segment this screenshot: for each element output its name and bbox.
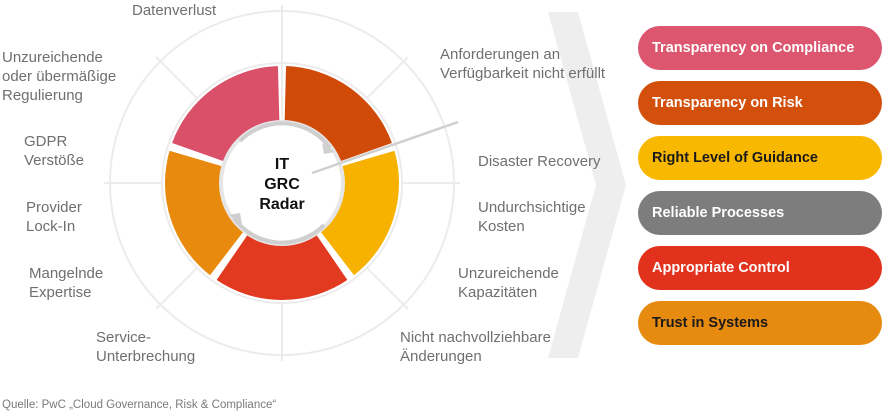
goal-label: Transparency on Compliance: [652, 40, 855, 56]
goal-label: Reliable Processes: [652, 205, 785, 221]
goal-label: Right Level of Guidance: [652, 150, 818, 166]
risk-label-gdpr: GDPR Verstöße: [24, 133, 85, 169]
cycle-arrows-icon: [232, 121, 332, 245]
goal-transparency-risk[interactable]: Transparency on Risk: [638, 81, 882, 125]
goal-trust-in-systems[interactable]: Trust in Systems: [638, 301, 882, 345]
goal-appropriate-control[interactable]: Appropriate Control: [638, 246, 882, 290]
cycle-arrowhead-icon: [229, 213, 242, 224]
center-title-line-1: IT: [275, 156, 289, 173]
goal-label: Trust in Systems: [652, 315, 769, 331]
risk-label-lock-in: Provider Lock-In: [26, 199, 82, 235]
flow-arrow: [548, 12, 626, 358]
goal-right-level-guidance[interactable]: Right Level of Guidance: [638, 136, 882, 180]
risk-label-datenverlust: Datenverlust: [132, 2, 217, 19]
goal-label: Transparency on Risk: [652, 95, 803, 111]
radar-sweep-line: [311, 120, 459, 175]
center-title-line-2: GRC: [264, 176, 300, 193]
center-title-line-3: Radar: [259, 196, 304, 213]
risk-label-disaster-recovery: Disaster Recovery: [478, 153, 601, 170]
risk-label-aenderungen: Nicht nachvollziehbare Änderungen: [400, 329, 551, 365]
risk-label-kosten: Undurchsichtige Kosten: [478, 199, 586, 235]
risk-label-verfuegbarkeit: Anforderungen an Verfügbarkeit nicht erf…: [440, 46, 606, 82]
source-note: Quelle: PwC „Cloud Governance, Risk & Co…: [2, 399, 277, 411]
risk-label-service-unterbrechung: Service- Unterbrechung: [96, 329, 196, 365]
goal-reliable-processes[interactable]: Reliable Processes: [638, 191, 882, 235]
cycle-arrowhead-icon: [322, 143, 335, 154]
risk-label-kapazitaeten: Unzureichende Kapazitäten: [458, 265, 559, 301]
goal-label: Appropriate Control: [652, 260, 790, 276]
goal-transparency-compliance[interactable]: Transparency on Compliance: [638, 26, 882, 70]
risk-label-expertise: Mangelnde Expertise: [29, 265, 104, 301]
risk-label-regulierung: Unzureichende oder übermäßige Regulierun…: [2, 49, 117, 104]
